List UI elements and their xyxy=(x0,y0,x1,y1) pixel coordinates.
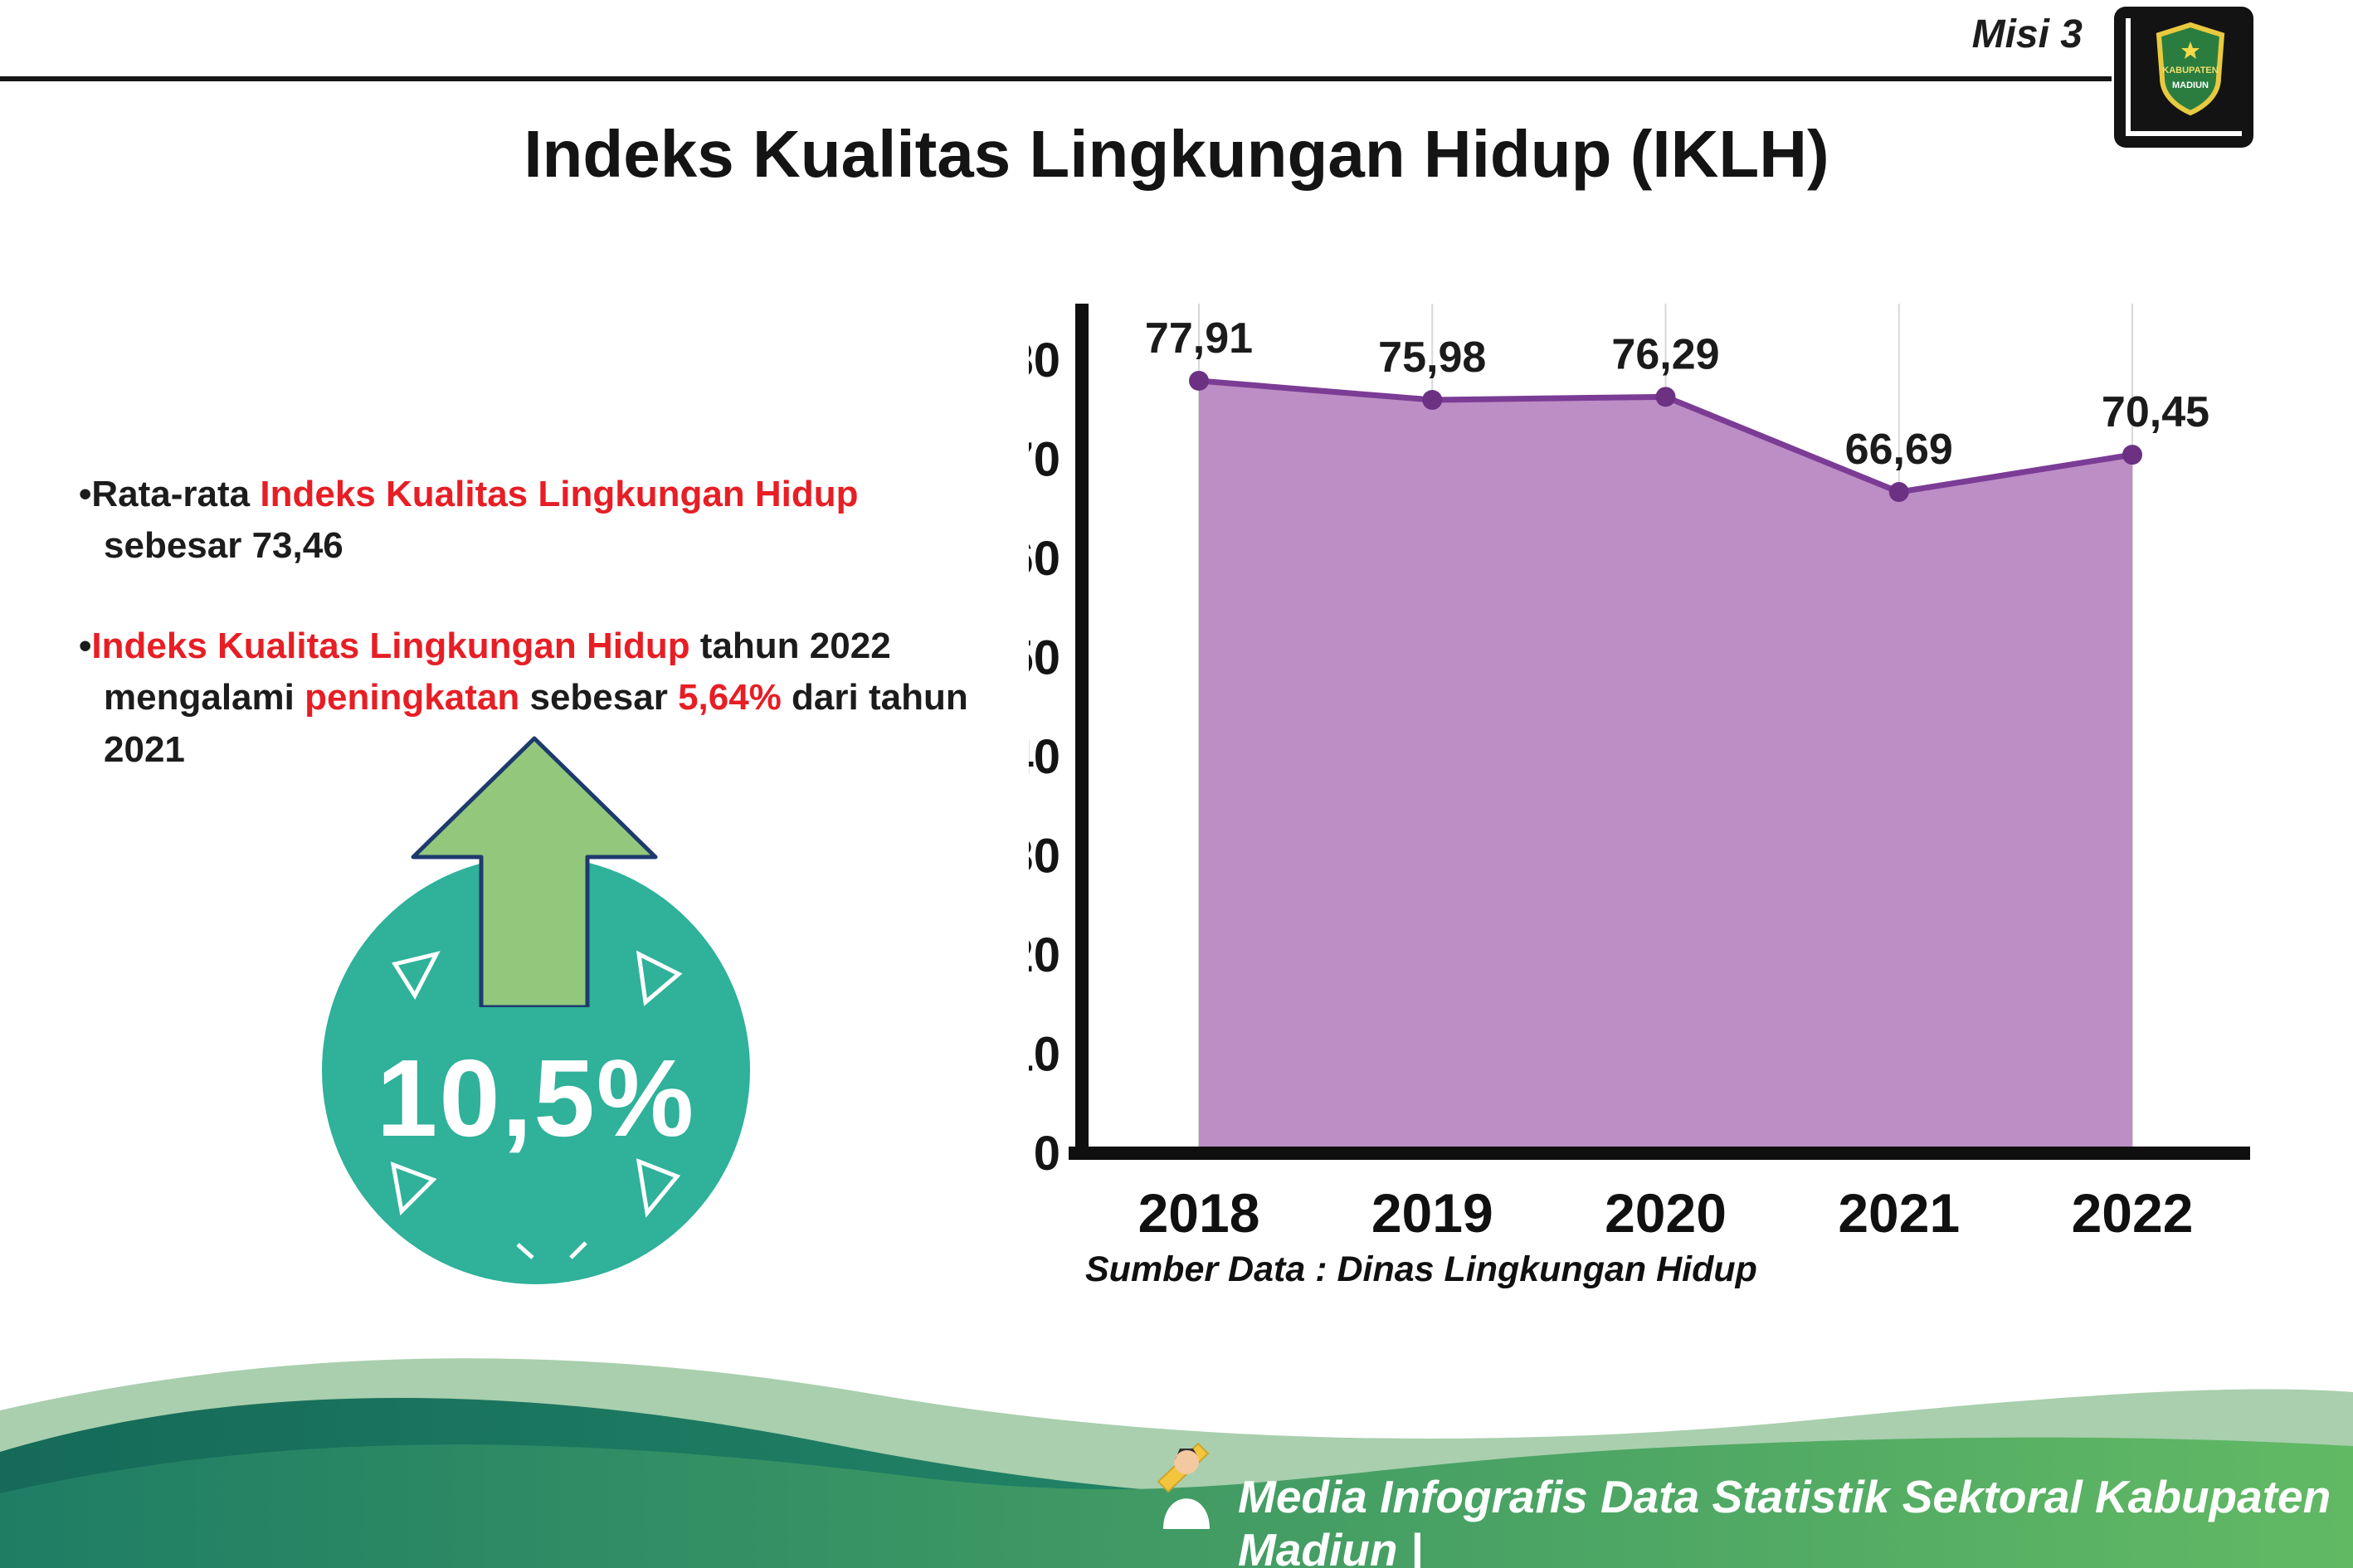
data-point xyxy=(1422,390,1443,411)
text-segment: 5,64% xyxy=(678,677,782,718)
y-tick-label: 70 xyxy=(1029,433,1060,487)
data-point xyxy=(1888,482,1909,503)
x-tick-label: 2020 xyxy=(1605,1182,1727,1244)
text-segment: Indeks Kualitas Lingkungan Hidup xyxy=(260,474,859,514)
shield-icon xyxy=(2156,22,2225,116)
up-arrow-shape xyxy=(411,736,658,1007)
iklh-area-chart: 77,91 75,98 76,29 66,69 70,45 0 10 20 30 40 50 60 70… xyxy=(1029,304,2250,1244)
y-tick-label: 30 xyxy=(1029,830,1060,884)
page-title: Indeks Kualitas Lingkungan Hidup (IKLH) xyxy=(524,117,1829,191)
badge-tick-marks xyxy=(390,950,683,1259)
value-label: 75,98 xyxy=(1378,334,1486,382)
text-segment: tahun 2022 mengalami xyxy=(104,625,891,718)
text-segment: Indeks Kualitas Lingkungan Hidup xyxy=(91,625,690,666)
tick-triangle-icon xyxy=(636,1158,681,1218)
tick-triangle-icon xyxy=(390,1161,437,1216)
y-tick-label: 60 xyxy=(1029,532,1060,586)
logo-text-bottom: MADIUN xyxy=(2172,80,2209,90)
text-segment: sebesar xyxy=(519,677,679,718)
x-tick-label: 2018 xyxy=(1138,1182,1260,1244)
header-divider xyxy=(0,76,2112,81)
mascot-head xyxy=(1174,1449,1199,1474)
increase-percentage: 10,5% xyxy=(376,1037,696,1159)
data-point xyxy=(1655,387,1676,407)
y-tick-label: 40 xyxy=(1029,730,1060,784)
star-icon xyxy=(2181,41,2200,59)
y-tick-label: 10 xyxy=(1029,1028,1060,1082)
y-tick-label: 50 xyxy=(1029,631,1060,685)
y-axis xyxy=(1075,304,1089,1160)
x-axis xyxy=(1069,1147,2250,1160)
logo-emblem-icon: KABUPATEN MADIUN xyxy=(2126,18,2242,136)
logo-frame-horizontal xyxy=(2126,131,2242,136)
y-tick-label: 0 xyxy=(1034,1127,1060,1181)
y-tick-label: 80 xyxy=(1029,334,1060,387)
key-points: •Rata-rata Indeks Kualitas Lingkungan Hi… xyxy=(79,469,975,824)
footer-mascot-icon xyxy=(1157,1442,1210,1529)
kabupaten-madiun-logo: KABUPATEN MADIUN xyxy=(2114,7,2253,148)
footer-credit: Media Infografis Data Statistik Sektoral… xyxy=(1238,1471,2331,1568)
tick-dash-icon xyxy=(516,1243,534,1259)
bullet-item-increase: •Indeks Kualitas Lingkungan Hidup tahun … xyxy=(79,621,975,776)
x-tick-label: 2019 xyxy=(1371,1182,1493,1244)
increase-badge: 10,5% xyxy=(322,736,750,1284)
data-point xyxy=(1189,370,1209,391)
logo-frame-vertical xyxy=(2126,18,2131,136)
logo-text-top: KABUPATEN xyxy=(2162,66,2218,75)
text-segment: peningkatan xyxy=(304,677,520,718)
mascot-body xyxy=(1163,1498,1210,1529)
data-point xyxy=(2122,445,2142,465)
text-segment: Rata-rata xyxy=(91,474,261,514)
value-label: 76,29 xyxy=(1611,330,1719,378)
y-tick-label: 20 xyxy=(1029,928,1060,982)
tick-dash-icon xyxy=(569,1241,587,1259)
text-segment: • xyxy=(79,625,92,666)
bullet-item-average: •Rata-rata Indeks Kualitas Lingkungan Hi… xyxy=(79,469,975,572)
text-segment: dari tahun 2021 xyxy=(104,677,968,770)
x-tick-label: 2022 xyxy=(2072,1182,2194,1244)
value-label: 70,45 xyxy=(2102,388,2209,436)
value-label: 66,69 xyxy=(1845,426,1953,474)
data-source-caption: Sumber Data : Dinas Lingkungan Hidup xyxy=(1085,1249,1757,1289)
tick-triangle-icon xyxy=(636,950,683,1006)
up-arrow-icon xyxy=(411,736,658,1007)
value-label: 77,91 xyxy=(1145,314,1253,363)
misi-label: Misi 3 xyxy=(1971,12,2083,56)
text-segment: • xyxy=(79,474,92,514)
text-segment: sebesar 73,46 xyxy=(104,525,343,567)
tick-triangle-icon xyxy=(392,951,441,1001)
mascot-hair xyxy=(1175,1449,1198,1460)
area-fill xyxy=(1199,380,2132,1154)
x-tick-label: 2021 xyxy=(1838,1182,1960,1244)
